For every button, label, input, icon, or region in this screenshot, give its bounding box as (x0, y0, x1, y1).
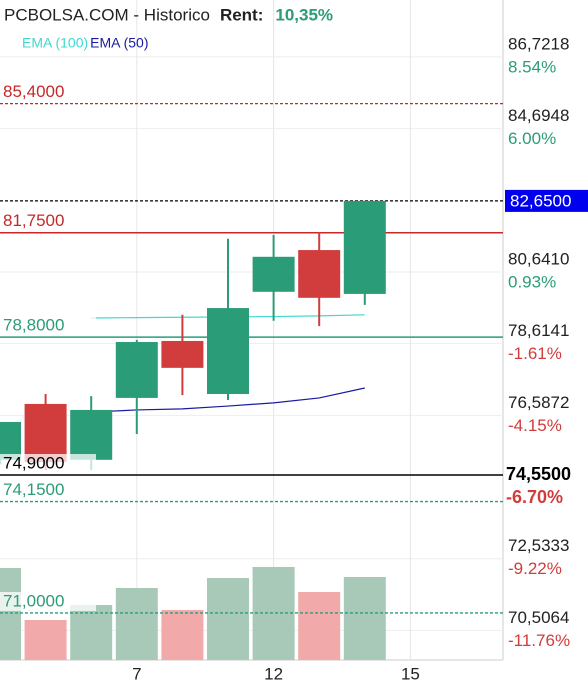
reference-label: 74,5500 (506, 464, 571, 484)
y-tick-label: 72,5333 (508, 536, 569, 555)
volume-bar (161, 610, 204, 660)
y-tick-label: 80,6410 (508, 249, 569, 268)
volume-bar (207, 578, 249, 660)
volume-bar (252, 567, 295, 660)
candle-body (161, 340, 204, 368)
legend-label: EMA (50) (90, 35, 148, 51)
level-label-bg (0, 454, 96, 474)
x-tick-label: 7 (132, 664, 141, 683)
candle-body (298, 250, 341, 298)
y-tick-pct: 0.93% (508, 272, 556, 291)
legend-label: EMA (100) (22, 35, 88, 51)
y-tick-label: 70,5064 (508, 608, 569, 627)
candle-body (70, 409, 113, 460)
candle-body (115, 342, 158, 398)
level-label: 81,7500 (3, 211, 64, 230)
y-tick-label: 86,7218 (508, 34, 569, 53)
y-tick-pct: -1.61% (508, 344, 562, 363)
level-label-bg (0, 82, 96, 102)
volume-bar (0, 568, 21, 660)
reference-pct: -6.70% (506, 487, 563, 507)
candle-body (343, 200, 386, 294)
x-tick-label: 12 (264, 664, 283, 683)
last-price-box (505, 189, 588, 212)
volume-bar (70, 605, 113, 660)
y-tick-label: 76,5872 (508, 393, 569, 412)
level-label: 74,9000 (3, 454, 64, 473)
level-label: 85,4000 (3, 82, 64, 101)
level-label-bg (0, 316, 96, 336)
level-label: 71,0000 (3, 591, 64, 610)
x-tick-label: 15 (401, 664, 420, 683)
y-tick-pct: 8.54% (508, 57, 556, 76)
y-tick-label: 78,6141 (508, 321, 569, 340)
level-label-bg (0, 211, 96, 231)
level-label: 78,8000 (3, 316, 64, 335)
level-label-bg (0, 480, 96, 500)
candle-body (0, 421, 21, 460)
candle-body (24, 403, 67, 462)
rent-label: Rent: (220, 5, 263, 24)
candle-body (207, 308, 249, 395)
y-tick-pct: -11.76% (508, 631, 570, 650)
candle-body (252, 256, 295, 292)
chart-title: PCBOLSA.COM - Historico (4, 5, 210, 24)
last-price-label: 82,6500 (510, 191, 571, 210)
y-tick-label: 84,6948 (508, 106, 569, 125)
y-tick-pct: -4.15% (508, 416, 562, 435)
volume-bar (298, 592, 341, 660)
volume-bar (24, 620, 67, 660)
volume-bar (115, 588, 158, 660)
volume-bar (343, 577, 386, 660)
level-label-bg (0, 591, 96, 611)
y-tick-pct: 6.00% (508, 129, 556, 148)
rent-value: 10,35% (275, 5, 333, 24)
y-tick-pct: -9.22% (508, 559, 562, 578)
level-label: 74,1500 (3, 480, 64, 499)
